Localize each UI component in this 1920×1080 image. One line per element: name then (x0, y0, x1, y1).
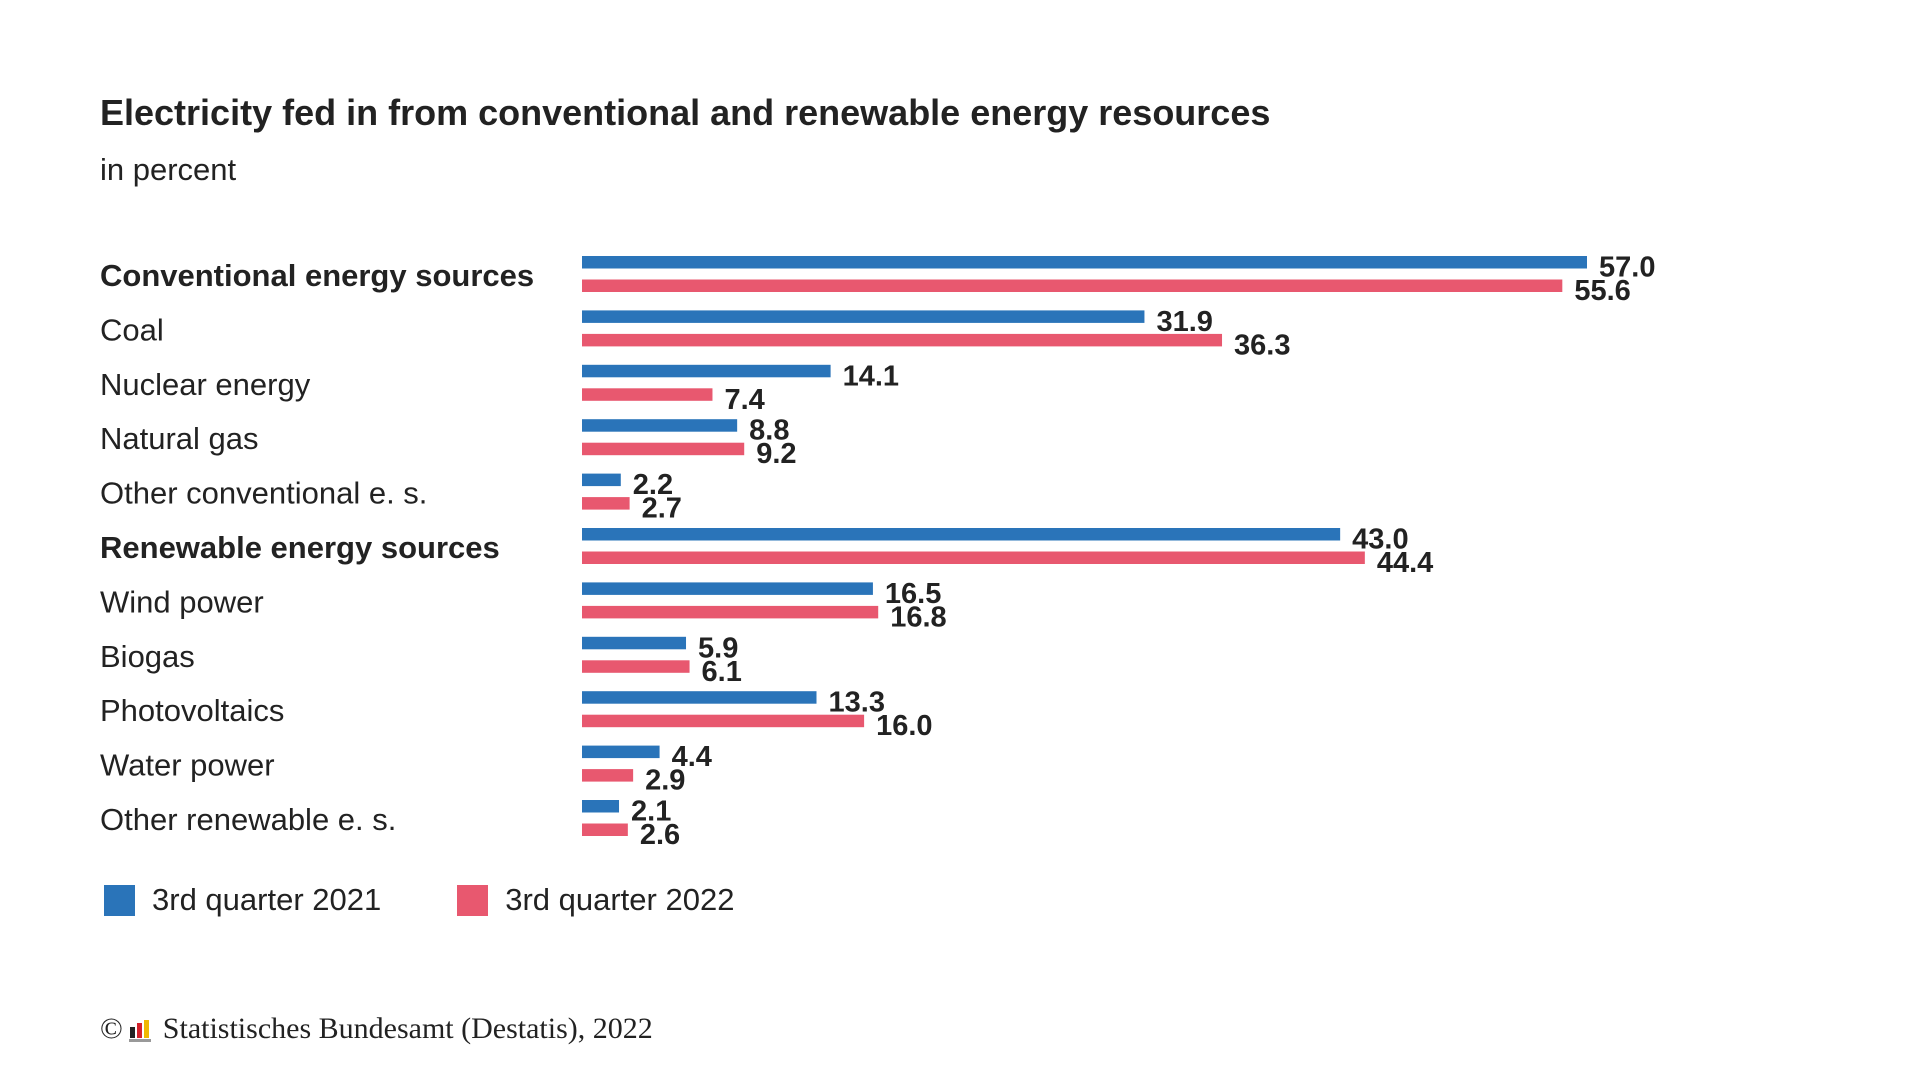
bar-wind-power-2022 (582, 605, 879, 619)
bar-water-power-2022 (582, 769, 634, 782)
bar-renewable-energy-sources-2022 (582, 551, 1365, 564)
value-label-wind-power-2022: 16.8 (890, 601, 946, 633)
bar-nuclear-energy-2021 (582, 364, 831, 378)
value-label-coal-2022: 36.3 (1234, 329, 1290, 361)
value-label-biogas-2021: 5.9 (698, 632, 738, 664)
bar-other-renewable-e-s-2022 (582, 823, 628, 836)
value-label-other-conventional-e-s-2022: 2.7 (642, 493, 682, 525)
bar-natural-gas-2021 (582, 419, 738, 432)
value-label-nuclear-energy-2022: 7.4 (724, 384, 764, 416)
bar-conventional-energy-sources-2021 (582, 256, 1587, 269)
bar-other-conventional-e-s-2021 (582, 473, 621, 487)
value-label-conventional-energy-sources-2021: 57.0 (1599, 252, 1655, 284)
bar-coal-2022 (582, 333, 1223, 347)
category-label-wind-power: Wind power (100, 584, 264, 619)
bar-conventional-energy-sources-2022 (582, 279, 1563, 292)
value-label-conventional-energy-sources-2022: 55.6 (1574, 275, 1630, 307)
category-label-other-conventional-e-s: Other conventional e. s. (100, 476, 427, 511)
value-label-natural-gas-2021: 8.8 (749, 415, 789, 447)
value-label-renewable-energy-sources-2022: 44.4 (1377, 547, 1433, 579)
value-label-other-renewable-e-s-2022: 2.6 (640, 819, 680, 851)
value-label-photovoltaics-2021: 13.3 (829, 687, 885, 719)
value-label-renewable-energy-sources-2021: 43.0 (1352, 524, 1408, 556)
value-label-photovoltaics-2022: 16.0 (876, 710, 932, 742)
value-label-natural-gas-2022: 9.2 (756, 438, 796, 470)
legend-label-2021: 3rd quarter 2021 (152, 882, 382, 917)
category-label-renewable-energy-sources: Renewable energy sources (100, 530, 500, 565)
category-label-natural-gas: Natural gas (100, 421, 259, 456)
category-label-nuclear-energy: Nuclear energy (100, 367, 311, 402)
bar-biogas-2022 (582, 660, 690, 673)
bar-other-renewable-e-s-2021 (582, 800, 620, 813)
category-label-coal: Coal (100, 312, 164, 347)
destatis-logo-icon (128, 1017, 155, 1042)
bar-renewable-energy-sources-2021 (582, 528, 1341, 541)
value-label-coal-2021: 31.9 (1156, 306, 1212, 338)
footer: © Statistisches Bundesamt (Destatis), 20… (100, 1012, 653, 1046)
value-label-nuclear-energy-2021: 14.1 (843, 360, 899, 392)
legend-item-2021: 3rd quarter 2021 (104, 882, 381, 918)
legend-item-2022: 3rd quarter 2022 (457, 882, 734, 918)
legend: 3rd quarter 2021 3rd quarter 2022 (104, 882, 810, 918)
legend-label-2022: 3rd quarter 2022 (505, 882, 735, 917)
bar-nuclear-energy-2022 (582, 388, 713, 401)
category-label-biogas: Biogas (100, 639, 195, 674)
bar-natural-gas-2022 (582, 442, 745, 456)
category-label-water-power: Water power (100, 748, 275, 783)
category-label-photovoltaics: Photovoltaics (100, 693, 284, 728)
bar-wind-power-2021 (582, 582, 873, 595)
value-label-biogas-2022: 6.1 (702, 656, 742, 688)
bar-photovoltaics-2022 (582, 714, 865, 728)
bar-water-power-2021 (582, 745, 660, 759)
chart-subtitle: in percent (100, 152, 237, 187)
value-label-wind-power-2021: 16.5 (885, 578, 941, 610)
value-label-other-conventional-e-s-2021: 2.2 (633, 469, 673, 501)
bar-biogas-2021 (582, 636, 687, 650)
chart-title: Electricity fed in from conventional and… (100, 92, 1271, 133)
value-label-water-power-2022: 2.9 (645, 765, 685, 797)
bar-photovoltaics-2021 (582, 691, 817, 704)
copyright-symbol: © (100, 1012, 123, 1045)
legend-swatch-2022 (457, 884, 489, 916)
category-label-conventional-energy-sources: Conventional energy sources (100, 258, 534, 293)
bar-coal-2021 (582, 310, 1145, 323)
legend-swatch-2021 (104, 884, 135, 916)
source-text: Statistisches Bundesamt (Destatis), 2022 (162, 1012, 653, 1045)
bar-other-conventional-e-s-2022 (582, 497, 630, 510)
value-label-water-power-2021: 4.4 (672, 741, 712, 773)
category-label-other-renewable-e-s: Other renewable e. s. (100, 802, 396, 837)
value-label-other-renewable-e-s-2021: 2.1 (631, 796, 671, 828)
